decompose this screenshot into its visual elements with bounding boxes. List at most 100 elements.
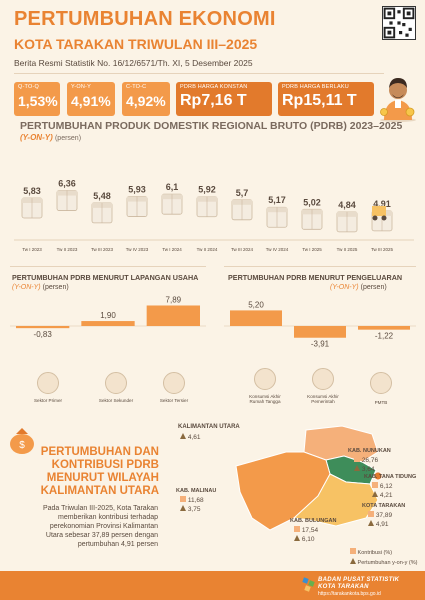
legend-contrib: Kontribusi (%): [350, 548, 392, 556]
contrib-value: 26,76: [361, 457, 379, 464]
growth-triangle-icon: [180, 505, 186, 511]
contrib-value: 11,68: [187, 497, 204, 504]
growth-triangle-icon: [372, 491, 378, 497]
cat-label-tersier: Sektor Tersier: [159, 398, 189, 403]
cat-label-sekunder: Sektor Sekunder: [98, 398, 134, 403]
indicator-value: Rp7,16 T: [180, 92, 247, 109]
pdrb-value-label: 5,92: [198, 185, 216, 195]
lapangan-unit: (persen): [42, 284, 69, 291]
indicator-value: 4,92%: [126, 93, 166, 109]
bar: [230, 310, 282, 326]
map-contrib-bulungan: 17,54: [294, 526, 318, 534]
map-growth-malinau: 3,75: [180, 505, 200, 513]
pengeluaran-yony: (Y-ON-Y): [330, 284, 359, 291]
indicator-value: Rp15,11 T: [282, 92, 357, 109]
pdrb-box: [161, 193, 183, 215]
contrib-square-icon: [180, 496, 186, 502]
indicator-pdrb-konstan: PDRB HARGA KONSTAN Rp7,16 T: [176, 82, 272, 116]
svg-text:$: $: [19, 440, 25, 451]
pdrb-category-label: Tw II 2024: [197, 247, 218, 252]
forklift-icon: [372, 206, 387, 221]
contrib-square-icon: [294, 526, 300, 532]
contrib-value: 37,89: [375, 512, 393, 519]
household-icon: [254, 368, 276, 390]
pengeluaran-subtitle: (Y-ON-Y) (persen): [330, 284, 387, 291]
pdrb-box: [21, 197, 43, 219]
bar: [146, 305, 200, 326]
bar: [16, 326, 70, 329]
factory-icon: [105, 372, 127, 394]
tractor-icon: [37, 372, 59, 394]
pdrb-value-label: 4,91: [373, 199, 391, 209]
lapangan-subtitle: (Y-ON-Y) (persen): [12, 284, 69, 291]
contrib-square-icon: [368, 511, 374, 517]
indicator-ctoc: C-TO-C 4,92%: [122, 82, 170, 116]
pdrb-value-label: 6,1: [166, 182, 179, 192]
bar-value-label: -0,83: [34, 330, 53, 339]
pdrb-box: [336, 211, 358, 233]
footer-kota: KOTA TARAKAN: [318, 584, 369, 590]
pdrb-category-label: Tw III 2025: [371, 247, 394, 252]
indicator-value: 4,91%: [71, 93, 111, 109]
header-divider: [14, 73, 384, 74]
cat-label-konsumsi-rt: Konsumsi Akhir Rumah Tangga: [249, 394, 281, 404]
pdrb-category-label: Tw III 2024: [231, 247, 254, 252]
pdrb-box: [266, 206, 288, 228]
pdrb-box: [231, 199, 253, 221]
bar-value-label: -3,91: [311, 340, 330, 349]
section-divider: [10, 266, 206, 267]
pdrb-section-subtitle: (Y-ON-Y) (persen): [20, 133, 81, 142]
footer-bar: [0, 571, 425, 600]
bar-value-label: -1,22: [375, 332, 394, 341]
footer-bps: BADAN PUSAT STATISTIK: [318, 577, 400, 583]
cat-label-konsumsi-pem: Konsumsi Akhir Pemerintah: [307, 394, 339, 404]
growth-triangle-icon: [350, 558, 356, 564]
contrib-value: 17,54: [301, 527, 319, 534]
indicator-pdrb-berlaku: PDRB HARGA BERLAKU Rp15,11 T: [278, 82, 374, 116]
bar: [358, 326, 410, 330]
lapangan-usaha-chart: -0,83 1,90 7,89: [10, 296, 206, 339]
region-title: PERTUMBUHAN DAN KONTRIBUSI PDRB MENURUT …: [40, 446, 159, 497]
map-contrib-nunukan: 26,76: [354, 456, 378, 464]
pdrb-value-label: 6,36: [58, 179, 76, 189]
kalimantan-utara-map: [235, 425, 383, 531]
construction-icon: [370, 372, 392, 394]
pengeluaran-unit: (persen): [360, 284, 387, 291]
map-contrib-tarakan: 37,89: [368, 511, 392, 519]
contrib-square-icon: [372, 482, 378, 488]
map-label-tarakan: KOTA TARAKAN: [362, 503, 406, 509]
bps-logo-icon: [302, 577, 315, 592]
money-bag-icon: $: [10, 428, 34, 454]
growth-value: 4,61: [187, 434, 201, 441]
pengeluaran-title: PERTUMBUHAN PDRB MENURUT PENGELUARAN: [228, 273, 403, 282]
pdrb-category-label: Tw IV 2024: [266, 247, 289, 252]
brs-reference: Berita Resmi Statistik No. 16/12/6571/Th…: [14, 58, 253, 68]
forklift-body: [372, 206, 386, 216]
footer-url[interactable]: https://tarakankota.bps.go.id: [318, 591, 381, 597]
pdrb-value-label: 5,83: [23, 186, 41, 196]
pdrb-category-label: Tw I 2023: [22, 247, 42, 252]
pdrb-category-label: Tw II 2025: [337, 247, 358, 252]
legend-growth-label: Pertumbuhan y-on-y (%): [357, 560, 418, 566]
contrib-square-icon: [350, 548, 356, 554]
indicator-label: Y-ON-Y: [71, 84, 91, 90]
pdrb-category-label: Tw I 2024: [162, 247, 182, 252]
map-growth-tarakan: 4,91: [368, 520, 388, 528]
qr-code-icon[interactable]: [382, 6, 416, 40]
map-contrib-malinau: 11,68: [180, 496, 204, 504]
growth-triangle-icon: [294, 535, 300, 541]
region-description: Pada Triwulan III-2025, Kota Tarakan mem…: [42, 505, 158, 548]
map-growth-bulungan: 6,10: [294, 535, 314, 543]
growth-value: 3,64: [361, 466, 375, 473]
lapangan-title: PERTUMBUHAN PDRB MENURUT LAPANGAN USAHA: [12, 273, 199, 282]
growth-value: 4,91: [375, 521, 389, 528]
growth-value: 3,75: [187, 506, 201, 513]
indicator-label: PDRB HARGA BERLAKU: [282, 84, 349, 90]
page-subtitle: KOTA TARAKAN TRIWULAN III–2025: [14, 36, 258, 52]
indicator-label: C-TO-C: [126, 84, 147, 90]
cat-label-pmtb: PMTB: [374, 400, 388, 405]
pdrb-value-label: 4,84: [338, 200, 356, 210]
pdrb-yony: (Y-ON-Y): [20, 133, 53, 142]
cat-label-primer: Sektor Primer: [33, 398, 63, 403]
page-title: PERTUMBUHAN EKONOMI: [14, 8, 276, 30]
